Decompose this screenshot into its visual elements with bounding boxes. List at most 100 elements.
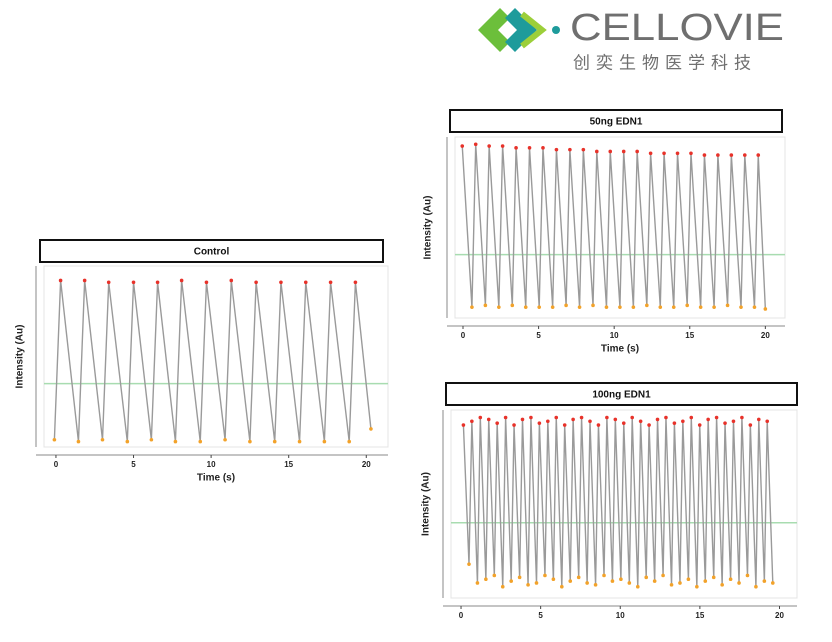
- plot-area: [454, 136, 786, 319]
- peak-marker: [568, 147, 572, 152]
- peak-marker: [648, 151, 653, 156]
- trough-marker: [509, 579, 513, 583]
- peak-marker: [487, 144, 491, 148]
- y-axis-label: Intensity (Au): [423, 196, 434, 260]
- trough-marker: [728, 577, 733, 581]
- trough-marker: [720, 583, 724, 587]
- peak-marker: [179, 278, 184, 283]
- x-tick-label: 15: [695, 611, 704, 620]
- trough-marker: [698, 305, 703, 309]
- trough-marker: [739, 305, 743, 309]
- peak-marker: [605, 415, 609, 420]
- trough-marker: [100, 437, 105, 442]
- peak-marker: [630, 415, 635, 420]
- trough-marker: [272, 439, 277, 444]
- trough-marker: [593, 583, 598, 587]
- trough-marker: [297, 439, 302, 444]
- peak-marker: [594, 149, 599, 154]
- trough-marker: [619, 577, 623, 581]
- peak-marker: [500, 144, 505, 148]
- peak-marker: [689, 151, 693, 156]
- trough-marker: [560, 584, 564, 589]
- peak-marker: [106, 280, 111, 285]
- trough-marker: [591, 303, 595, 308]
- trough-marker: [248, 439, 252, 444]
- trace: [53, 279, 372, 443]
- x-tick-label: 10: [207, 460, 216, 469]
- peak-marker: [613, 417, 618, 422]
- peak-marker: [706, 417, 710, 422]
- title-box: [449, 109, 783, 133]
- trough-marker: [652, 579, 657, 583]
- trough-marker: [635, 584, 640, 589]
- peak-marker: [588, 419, 592, 424]
- peak-marker: [742, 153, 747, 157]
- peak-marker: [579, 415, 584, 420]
- peak-marker: [664, 415, 668, 420]
- peak-marker: [495, 421, 499, 425]
- trough-marker: [695, 584, 699, 589]
- trough-marker: [770, 581, 775, 585]
- trough-marker: [661, 573, 665, 578]
- trough-marker: [754, 584, 758, 589]
- logo: CELLOVIE 创奕生物医学科技: [478, 7, 784, 72]
- peak-marker: [512, 423, 516, 427]
- peak-marker: [461, 423, 466, 427]
- x-tick-label: 15: [284, 460, 293, 469]
- trough-marker: [763, 307, 768, 311]
- peak-marker: [731, 419, 736, 424]
- trough-marker: [685, 303, 689, 308]
- peak-marker: [131, 280, 136, 285]
- trough-marker: [669, 583, 674, 587]
- trough-marker: [658, 305, 663, 309]
- peak-marker: [541, 146, 545, 150]
- trough-marker: [470, 305, 474, 309]
- peak-marker: [621, 421, 626, 425]
- peak-marker: [478, 415, 483, 420]
- peak-marker: [546, 419, 550, 424]
- trough-marker: [497, 305, 501, 309]
- peak-marker: [765, 419, 770, 424]
- peak-marker: [697, 423, 702, 427]
- trough-marker: [484, 577, 488, 581]
- peak-marker: [689, 415, 694, 420]
- peak-marker: [562, 423, 567, 427]
- trough-marker: [577, 305, 582, 309]
- trough-marker: [543, 573, 547, 578]
- peak-marker: [621, 149, 626, 154]
- peak-marker: [672, 421, 677, 425]
- peak-marker: [716, 153, 720, 157]
- trough-marker: [517, 575, 522, 580]
- peak-marker: [647, 423, 651, 427]
- title-box: [39, 239, 384, 263]
- trough-marker: [712, 305, 716, 309]
- peak-marker: [571, 417, 575, 422]
- peak-marker: [748, 423, 753, 427]
- trough-marker: [602, 573, 606, 578]
- peak-marker: [681, 419, 685, 424]
- plot-area: [450, 409, 798, 599]
- trough-marker: [610, 579, 615, 583]
- peak-marker: [353, 280, 358, 285]
- trough-marker: [534, 581, 539, 585]
- logo-subtitle: 创奕生物医学科技: [573, 53, 757, 72]
- trough-marker: [631, 305, 636, 309]
- trough-marker: [492, 573, 497, 578]
- trough-marker: [125, 439, 130, 444]
- trough-marker: [762, 579, 767, 583]
- trough-marker: [550, 305, 555, 309]
- peak-marker: [486, 417, 491, 422]
- trough-marker: [618, 305, 622, 309]
- trough-marker: [576, 575, 581, 580]
- peak-marker: [662, 151, 666, 156]
- trough-marker: [645, 303, 649, 308]
- trough-marker: [752, 305, 757, 309]
- x-tick-label: 20: [362, 460, 371, 469]
- logo-icon: [552, 26, 560, 34]
- trough-marker: [475, 581, 480, 585]
- x-tick-label: 10: [616, 611, 625, 620]
- peak-marker: [714, 415, 719, 420]
- peak-marker: [554, 415, 559, 420]
- trough-marker: [703, 579, 708, 583]
- x-tick-label: 0: [461, 331, 466, 340]
